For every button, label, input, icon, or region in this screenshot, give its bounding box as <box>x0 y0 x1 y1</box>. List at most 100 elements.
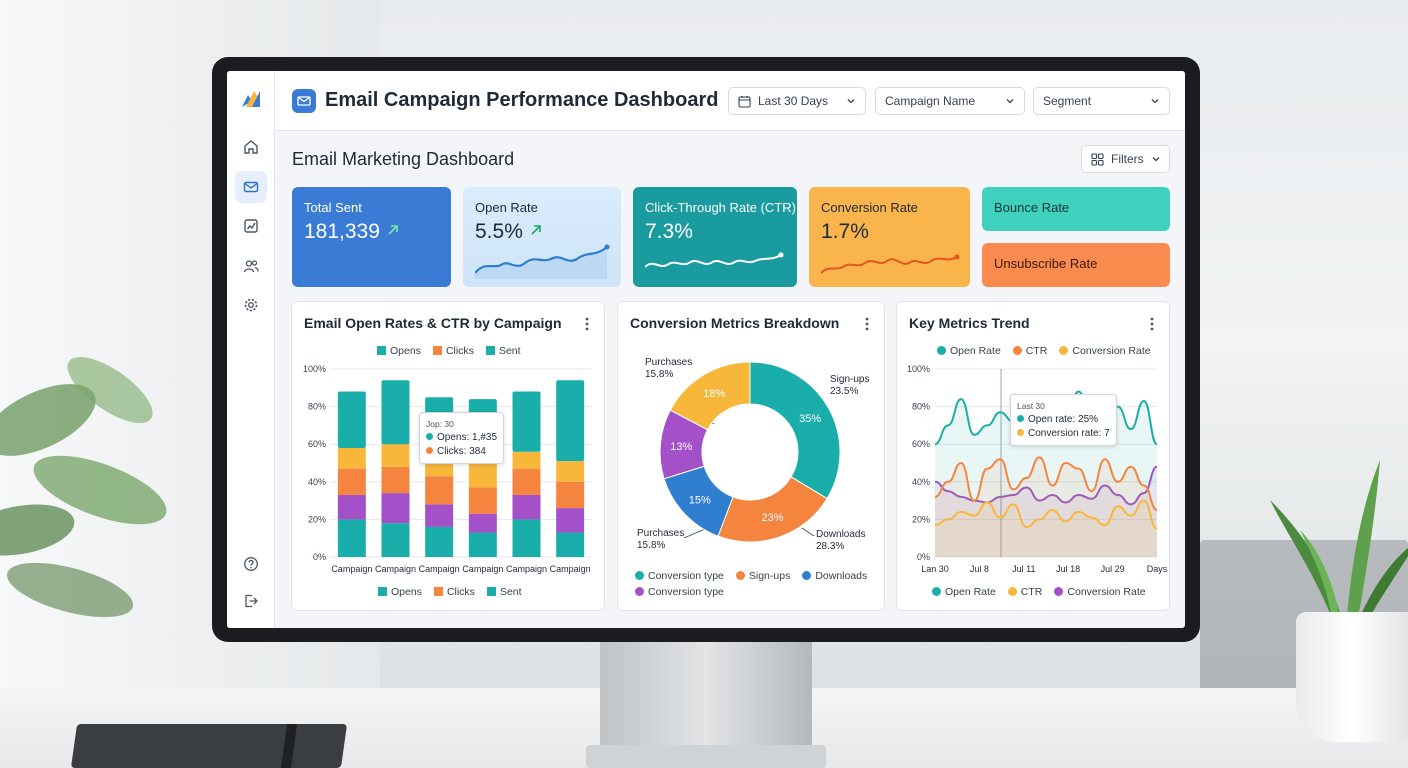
monitor-stand-base <box>586 745 826 768</box>
x-tick-label: Campaign <box>462 564 503 574</box>
notebook <box>70 724 348 768</box>
stacked-bar-chart: 0%20%40%60%80%100%Campaign Campaign Campai… <box>303 364 592 574</box>
bar-segment <box>556 380 585 462</box>
card-key-metrics-trend: Key Metrics Trend Open Rate CTR Conversi… <box>896 301 1170 611</box>
campaign-name-select[interactable]: Campaign Name <box>875 87 1025 115</box>
donut-legend-row1: Conversion type Sign-ups Downloads <box>635 570 867 582</box>
kpi-bounce-rate[interactable]: Bounce Rate <box>982 187 1170 231</box>
kpi-label: Bounce Rate <box>994 200 1070 215</box>
logout-icon <box>245 594 258 608</box>
bar-segment <box>512 494 541 520</box>
bar-segment <box>556 481 585 509</box>
sidebar-item-settings[interactable] <box>235 289 267 321</box>
kpi-value: 1.7% <box>821 220 869 243</box>
kpi-label: Total Sent <box>304 200 362 215</box>
app-logo-icon <box>242 91 260 107</box>
x-tick-label: Campaign <box>331 564 372 574</box>
more-options-icon[interactable] <box>580 316 594 332</box>
sidebar-item-logout[interactable] <box>235 585 267 617</box>
x-tick-label: Jul 29 <box>1101 564 1125 574</box>
x-tick-label: Campaign <box>419 564 460 574</box>
trend-up-icon <box>388 225 398 235</box>
plant-left <box>0 356 167 618</box>
filters-button[interactable]: Filters <box>1081 145 1170 173</box>
kpi-ctr[interactable]: Click-Through Rate (CTR) 7.3% <box>633 187 797 287</box>
y-tick-label: 40% <box>912 477 930 487</box>
callout-downloads: Downloads 28.3% <box>816 529 866 552</box>
legend-item: Conversion type <box>635 570 724 582</box>
kpi-conversion-rate[interactable]: Conversion Rate 1.7% <box>809 187 970 287</box>
x-tick-label: Campaign <box>375 564 416 574</box>
donut-legend-row2: Conversion type <box>635 586 724 598</box>
x-tick-label: Jul 11 <box>1012 564 1035 574</box>
chevron-down-icon <box>847 99 855 104</box>
sidebar-item-help[interactable] <box>235 548 267 580</box>
slice-label: 35% <box>799 413 821 425</box>
y-tick-label: 80% <box>912 402 930 412</box>
bar-segment <box>381 466 410 494</box>
sidebar <box>227 71 275 628</box>
bar-segment <box>468 463 497 488</box>
segment-select[interactable]: Segment <box>1033 87 1170 115</box>
kpi-label: Conversion Rate <box>821 200 918 215</box>
legend-item: Conversion type <box>635 586 724 598</box>
kpi-total-sent[interactable]: Total Sent 181,339 <box>292 187 451 287</box>
y-tick-label: 80% <box>308 402 326 412</box>
bar-segment <box>468 532 497 557</box>
y-tick-label: 100% <box>907 364 930 374</box>
legend-item: CTR <box>1012 345 1047 357</box>
trend-legend-bottom: Open Rate CTR Conversion Rate <box>932 586 1146 598</box>
users-icon <box>243 260 259 273</box>
slice-label: 15% <box>689 494 711 506</box>
bar-segment <box>337 447 366 469</box>
more-options-icon[interactable] <box>860 316 874 332</box>
bar-segment <box>512 468 541 495</box>
x-tick-label: Campaign <box>506 564 547 574</box>
ctr-sparkline <box>645 252 784 268</box>
bar-segment <box>512 519 541 557</box>
sidebar-item-home[interactable] <box>235 131 267 163</box>
page-title: Email Marketing Dashboard <box>292 149 515 169</box>
calendar-icon <box>738 96 751 108</box>
kpi-unsubscribe-rate[interactable]: Unsubscribe Rate <box>982 243 1170 287</box>
app-title: Email Campaign Performance Dashboard <box>325 89 719 111</box>
legend-item: CTR <box>1007 586 1042 598</box>
card-title: Conversion Metrics Breakdown <box>630 315 840 331</box>
bar-chart-tooltip: Jop: 30 Opens: 1,#35 Clicks: 384 <box>419 412 505 464</box>
legend-item: Conversion Rate <box>1059 345 1151 357</box>
bar-segment <box>337 391 366 448</box>
sidebar-item-email[interactable] <box>235 171 267 203</box>
mail-icon <box>243 181 259 193</box>
plant-right <box>1270 460 1408 640</box>
kpi-value: 7.3% <box>645 220 693 243</box>
trend-up-icon <box>531 225 541 235</box>
line-trend-chart: 0% 20% 40% 60% 80% 100% Lan 30 Jul 8 Jul 11 Jul 1… <box>907 364 1168 574</box>
bar-segment <box>381 523 410 557</box>
legend-item: Opens <box>377 345 421 357</box>
kpi-open-rate[interactable]: Open Rate 5.5% <box>463 187 621 287</box>
card-title: Email Open Rates & CTR by Campaign <box>304 315 562 331</box>
date-range-select[interactable]: Last 30 Days <box>728 87 866 115</box>
callout-signups: Sign-ups 23.5% <box>830 374 870 397</box>
y-tick-label: 100% <box>303 364 326 374</box>
series-area <box>935 457 1157 557</box>
kpi-value: 181,339 <box>304 220 400 244</box>
legend-item: Opens <box>378 586 422 598</box>
chevron-down-icon <box>1152 157 1160 162</box>
sidebar-item-analytics[interactable] <box>235 210 267 242</box>
donut-slice <box>669 361 751 431</box>
card-open-rates-ctr: Email Open Rates & CTR by Campaign Opens… <box>291 301 605 611</box>
x-tick-label: Jul 8 <box>970 564 989 574</box>
callout-purchases-2: Purchases 15.8% <box>637 528 685 551</box>
legend-item: Open Rate <box>937 345 1001 357</box>
chevron-down-icon <box>1006 99 1014 104</box>
legend-item: Sent <box>486 586 522 598</box>
conversion-sparkline <box>821 254 960 274</box>
y-tick-label: 20% <box>308 514 326 524</box>
sidebar-item-users[interactable] <box>235 250 267 282</box>
series-line <box>934 499 1158 530</box>
x-tick-label: Campaign <box>550 564 591 574</box>
series-area <box>935 500 1157 557</box>
more-options-icon[interactable] <box>1145 316 1159 332</box>
chevron-down-icon <box>1151 99 1159 104</box>
